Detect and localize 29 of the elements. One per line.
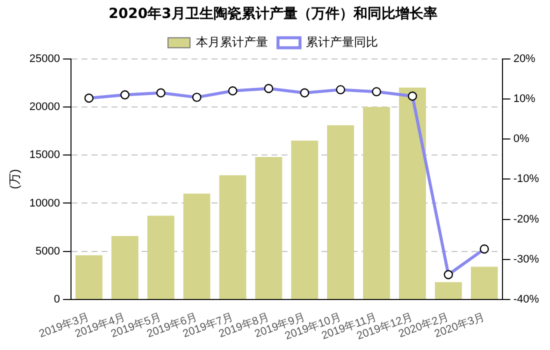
bar (434, 282, 462, 300)
bar (147, 216, 174, 300)
legend-label: 累计产量同比 (306, 35, 378, 50)
y2-tick-label: -10% (513, 173, 540, 186)
bar (398, 88, 426, 300)
chart-title: 2020年3月卫生陶瓷累计产量（万件）和同比增长率 (108, 5, 438, 22)
y-axis-title: (万) (8, 169, 22, 190)
y2-tick-label: -30% (513, 253, 540, 266)
bar (75, 255, 102, 300)
bar (219, 175, 246, 300)
y2-tick-label: -40% (513, 294, 540, 306)
y2-tick-label: 10% (513, 92, 536, 105)
y-tick-label: 25000 (29, 52, 60, 65)
y-tick-label: 0 (54, 294, 60, 306)
y-tick-label: 5000 (36, 245, 60, 258)
bar (291, 140, 318, 300)
y-tick-label: 15000 (29, 149, 60, 162)
bar (183, 194, 210, 300)
y2-tick-label: 20% (513, 52, 536, 65)
y2-tick-label: -20% (513, 213, 540, 226)
y-tick-label: 10000 (29, 197, 60, 210)
bar (111, 236, 138, 300)
y-tick-label: 20000 (29, 100, 60, 113)
legend-label: 本月累计产量 (196, 35, 268, 50)
bar (363, 106, 390, 300)
y2-tick-label: 0% (513, 133, 530, 146)
bar (255, 157, 282, 300)
bar (327, 125, 354, 300)
bar (470, 266, 498, 300)
